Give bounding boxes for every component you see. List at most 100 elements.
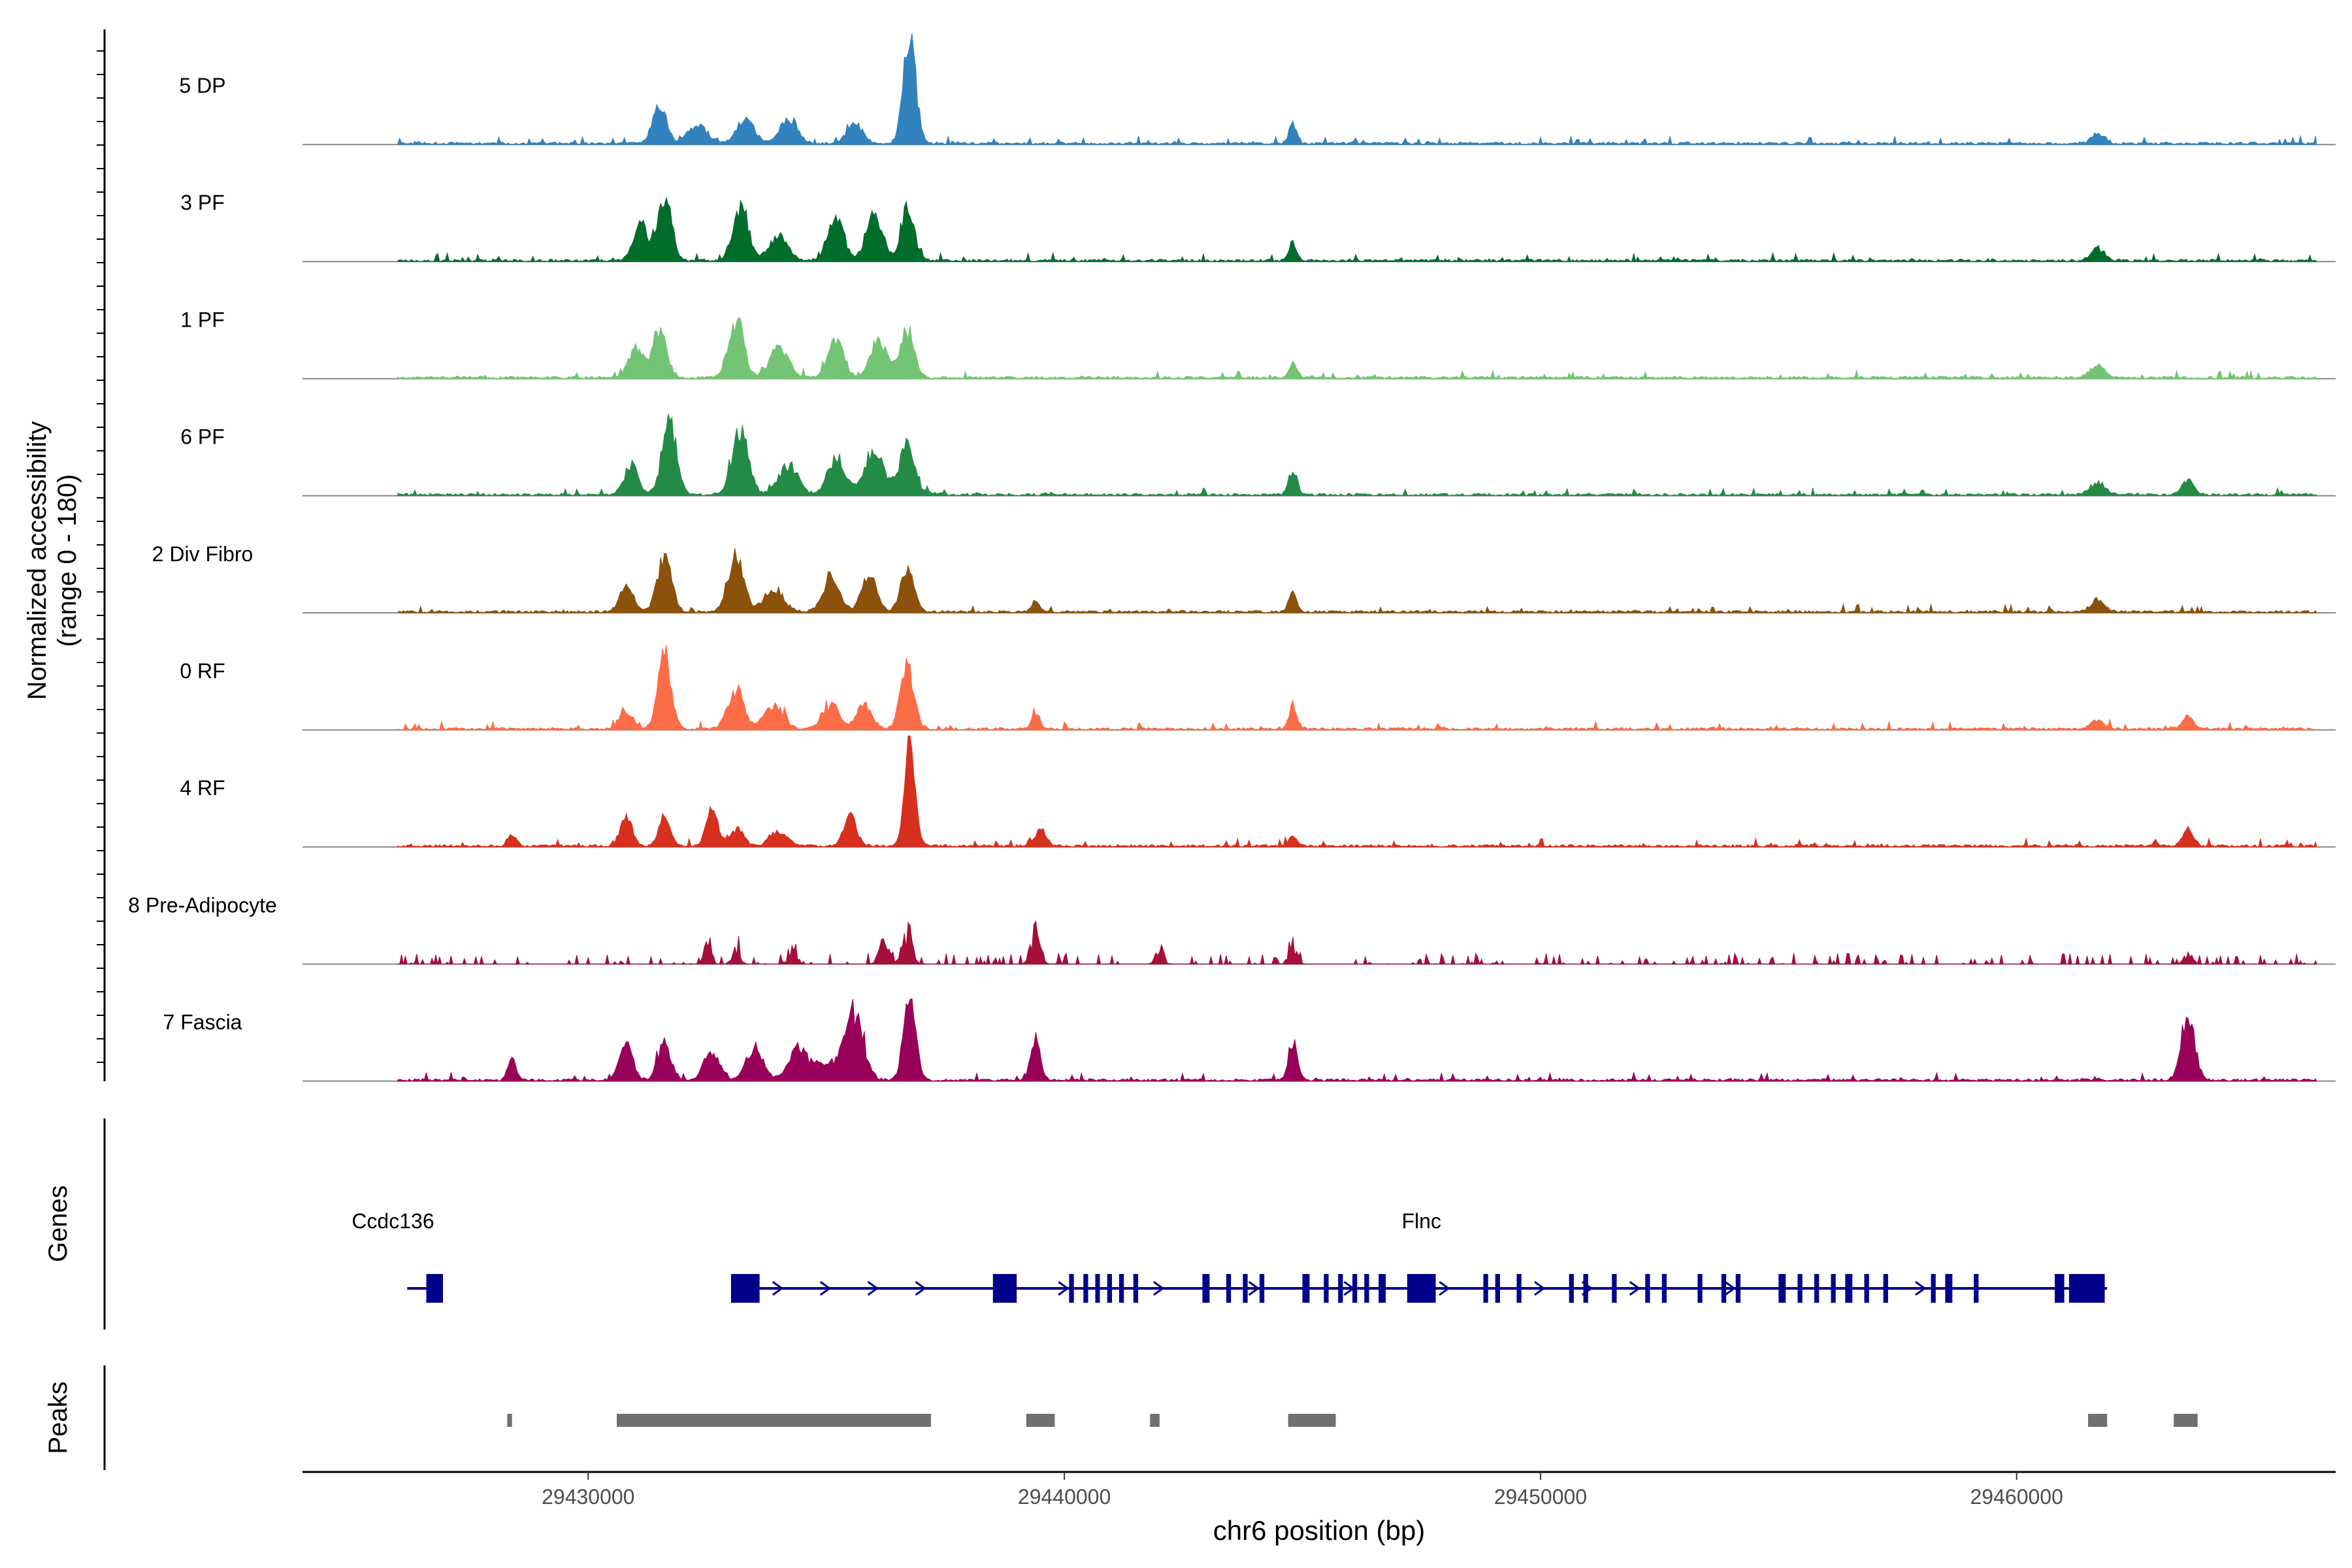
- exon: [1095, 1274, 1100, 1303]
- exon: [1735, 1274, 1740, 1303]
- peak-regions: [507, 1414, 2198, 1427]
- x-axis-title: chr6 position (bp): [1213, 1515, 1426, 1546]
- exon: [2055, 1274, 2065, 1303]
- exon: [1797, 1274, 1803, 1303]
- exon: [1778, 1274, 1786, 1303]
- exon: [1119, 1274, 1124, 1303]
- y-axis-title-line1: Normalized accessibility: [23, 421, 52, 700]
- exon: [1883, 1274, 1888, 1303]
- peak-region: [507, 1414, 512, 1427]
- peak-region: [1288, 1414, 1336, 1427]
- strand-arrow: [1534, 1281, 1546, 1296]
- exon: [1645, 1274, 1650, 1303]
- exon: [1721, 1274, 1727, 1303]
- exon: [992, 1274, 1017, 1303]
- track-2-div-fibro: 2 Div Fibro: [152, 542, 2336, 613]
- coverage-area: [397, 548, 2317, 613]
- track-label: 0 RF: [180, 659, 225, 683]
- exon: [1259, 1274, 1265, 1303]
- peak-region: [617, 1414, 932, 1427]
- coverage-area: [397, 998, 2317, 1082]
- exon: [1516, 1274, 1522, 1303]
- track-4-rf: 4 RF: [180, 735, 2336, 848]
- strand-arrow: [1724, 1281, 1737, 1296]
- exon: [426, 1274, 443, 1303]
- exon: [1302, 1274, 1310, 1303]
- exon: [1864, 1274, 1869, 1303]
- strand-arrow: [1058, 1281, 1070, 1296]
- track-label: 8 Pre-Adipocyte: [128, 893, 277, 917]
- gene-ccdc136: Ccdc136: [351, 1209, 443, 1303]
- coverage-area: [397, 414, 2317, 497]
- gene-flnc: Flnc: [730, 1209, 2108, 1303]
- gene-annotations: Ccdc136 Flnc: [351, 1209, 2108, 1303]
- exon: [1845, 1274, 1853, 1303]
- exon: [1202, 1274, 1210, 1303]
- coverage-tracks: 5 DP 3 PF 1 PF 6 PF 2 Div Fibro 0 RF 4 RF 8 Pre…: [128, 33, 2336, 1082]
- x-axis-ticks: 29430000 29440000 29450000 29460000: [542, 1472, 2063, 1509]
- exon: [2068, 1274, 2105, 1303]
- peak-region: [1026, 1414, 1055, 1427]
- exon: [1338, 1274, 1343, 1303]
- peaks-track-label: Peaks: [44, 1381, 73, 1454]
- strand-arrow: [1343, 1281, 1355, 1296]
- track-5-dp: 5 DP: [179, 33, 2336, 146]
- exon: [1379, 1274, 1386, 1303]
- y-axis-ticks: [97, 50, 105, 1063]
- exon: [1324, 1274, 1329, 1303]
- track-label: 3 PF: [180, 191, 225, 214]
- track-6-pf: 6 PF: [180, 414, 2336, 497]
- coverage-area: [397, 197, 2317, 263]
- exon: [1407, 1274, 1436, 1303]
- exon: [1814, 1274, 1820, 1303]
- strand-arrow: [1915, 1281, 1927, 1296]
- x-tick-label: 29440000: [1018, 1485, 1111, 1509]
- track-1-pf: 1 PF: [180, 308, 2336, 380]
- coverage-area: [397, 33, 2317, 146]
- x-tick-label: 29450000: [1494, 1485, 1587, 1509]
- exon: [1612, 1274, 1617, 1303]
- y-axis-title-line2: (range 0 - 180): [53, 474, 82, 647]
- exon: [1931, 1274, 1936, 1303]
- exon: [1697, 1274, 1703, 1303]
- exon: [1661, 1274, 1667, 1303]
- track-label: 5 DP: [179, 74, 225, 97]
- exon: [1133, 1274, 1139, 1303]
- strand-arrow: [1581, 1281, 1593, 1296]
- track-label: 2 Div Fibro: [152, 542, 253, 566]
- track-label: 4 RF: [180, 776, 225, 800]
- track-0-rf: 0 RF: [180, 644, 2336, 731]
- exon: [1243, 1274, 1248, 1303]
- strand-arrow: [1629, 1281, 1641, 1296]
- exon: [1974, 1274, 1979, 1303]
- peak-region: [2174, 1414, 2198, 1427]
- track-3-pf: 3 PF: [180, 191, 2336, 263]
- strand-arrow: [915, 1281, 927, 1296]
- exon: [1495, 1274, 1500, 1303]
- coverage-area: [397, 317, 2317, 380]
- exon: [1226, 1274, 1232, 1303]
- strand-arrow: [772, 1281, 784, 1296]
- coverage-area: [397, 920, 2317, 966]
- y-axis-title: Normalized accessibility (range 0 - 180): [23, 421, 82, 700]
- gene-label: Flnc: [1401, 1209, 1441, 1233]
- strand-arrow: [867, 1281, 879, 1296]
- strand-arrow: [819, 1281, 832, 1296]
- gene-label: Ccdc136: [351, 1209, 434, 1233]
- strand-arrow: [1439, 1281, 1450, 1296]
- exon: [730, 1274, 760, 1303]
- track-label: 1 PF: [180, 308, 225, 331]
- exon: [1831, 1274, 1836, 1303]
- peak-region: [1150, 1414, 1160, 1427]
- exon: [1083, 1274, 1088, 1303]
- exon: [1945, 1274, 1953, 1303]
- track-8-pre-adipocyte: 8 Pre-Adipocyte: [128, 893, 2336, 966]
- track-label: 7 Fascia: [163, 1011, 242, 1034]
- exon: [1483, 1274, 1488, 1303]
- exon: [1364, 1274, 1369, 1303]
- coverage-area: [397, 644, 2317, 731]
- x-tick-label: 29460000: [1970, 1485, 2063, 1509]
- peak-region: [2088, 1414, 2108, 1427]
